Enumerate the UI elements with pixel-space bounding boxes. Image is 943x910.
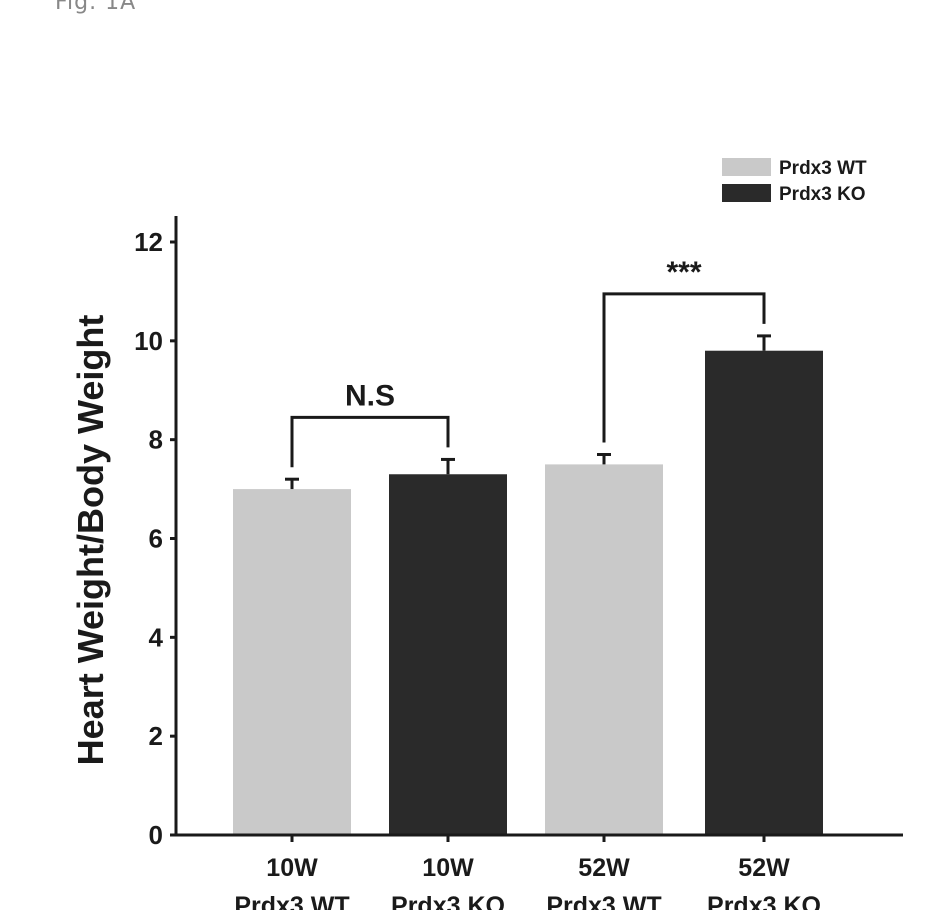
significance-bracket (602, 292, 766, 443)
y-tick-label: 12 (134, 227, 163, 257)
y-axis-ticks: 0 2 4 6 8 10 12 (134, 227, 176, 850)
error-bars (285, 334, 771, 490)
bar (705, 350, 823, 835)
x-category-sublabel: Prdx3 WT (234, 892, 349, 910)
figure-caption: Fig. 1A (55, 0, 137, 15)
x-axis-labels: 10W Prdx3 WT 10W Prdx3 KO 52W Prdx3 WT 52W Prdx… (234, 835, 821, 910)
y-tick-label: 4 (149, 622, 164, 652)
y-tick-label: 6 (149, 524, 163, 554)
legend-swatch (722, 184, 771, 202)
x-category-sublabel: Prdx3 KO (707, 892, 821, 910)
x-category-label: 52W (578, 854, 630, 882)
x-category-sublabel: Prdx3 KO (391, 892, 505, 910)
x-category-label: 52W (738, 854, 790, 882)
y-axis-title-group: Heart Weight/Body Weight (70, 315, 111, 766)
x-category-sublabel: Prdx3 WT (546, 892, 661, 910)
y-tick-label: 0 (149, 820, 163, 850)
x-category-label: 10W (266, 854, 318, 882)
significance-label: N.S (345, 379, 395, 412)
significance-bracket (290, 415, 450, 468)
x-category-label: 10W (422, 854, 474, 882)
bar (545, 464, 663, 835)
bars (233, 350, 823, 835)
bar (233, 489, 351, 835)
y-tick-label: 2 (149, 721, 163, 751)
significance-brackets: N.S *** (290, 256, 766, 468)
significance-label: *** (666, 256, 701, 289)
legend-label: Prdx3 KO (779, 184, 866, 205)
legend-label: Prdx3 WT (779, 158, 867, 179)
legend-swatch (722, 158, 771, 176)
y-tick-label: 8 (149, 425, 163, 455)
bar (389, 474, 507, 835)
y-axis-title: Heart Weight/Body Weight (70, 315, 111, 766)
axes (174, 216, 903, 837)
legend: Prdx3 WT Prdx3 KO (722, 158, 867, 205)
y-tick-label: 10 (134, 326, 163, 356)
